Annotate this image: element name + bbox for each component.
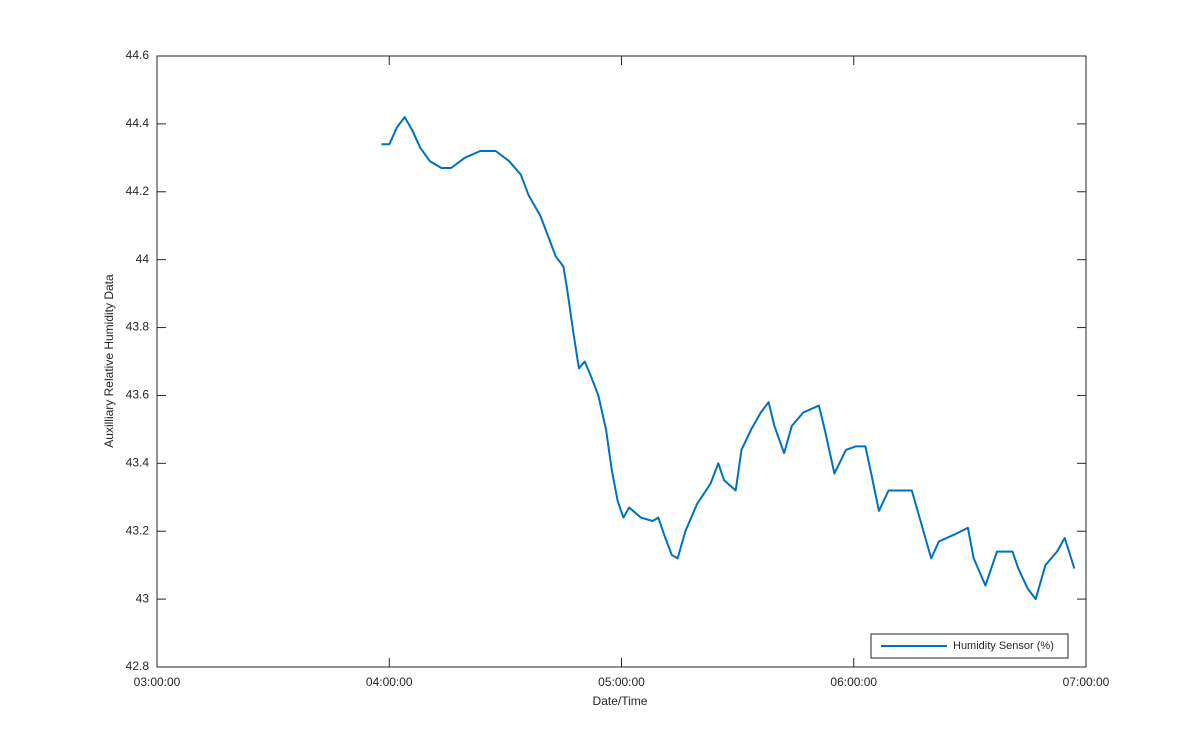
x-tick-label: 04:00:00 (366, 675, 413, 689)
y-tick-label: 43.6 (126, 388, 150, 402)
y-tick-label: 44 (136, 252, 150, 266)
y-tick-label: 42.8 (126, 659, 150, 673)
x-axis-label: Date/Time (593, 694, 648, 708)
legend-label: Humidity Sensor (%) (953, 640, 1054, 652)
y-tick-label: 44.4 (126, 116, 150, 130)
x-tick-label: 03:00:00 (134, 675, 181, 689)
x-tick-label: 07:00:00 (1063, 675, 1110, 689)
y-tick-label: 43.4 (126, 456, 150, 470)
y-tick-label: 44.2 (126, 184, 150, 198)
y-tick-label: 43.2 (126, 523, 150, 537)
x-tick-label: 06:00:00 (830, 675, 877, 689)
y-tick-label: 43.8 (126, 320, 150, 334)
data-line (381, 116, 1076, 601)
plot-box (156, 55, 1087, 668)
y-tick-label: 43 (136, 591, 150, 605)
x-tick-label: 05:00:00 (598, 675, 645, 689)
y-tick-label: 44.6 (126, 48, 150, 62)
y-axis-label: Auxilliary Relative Humidity Data (102, 274, 116, 448)
